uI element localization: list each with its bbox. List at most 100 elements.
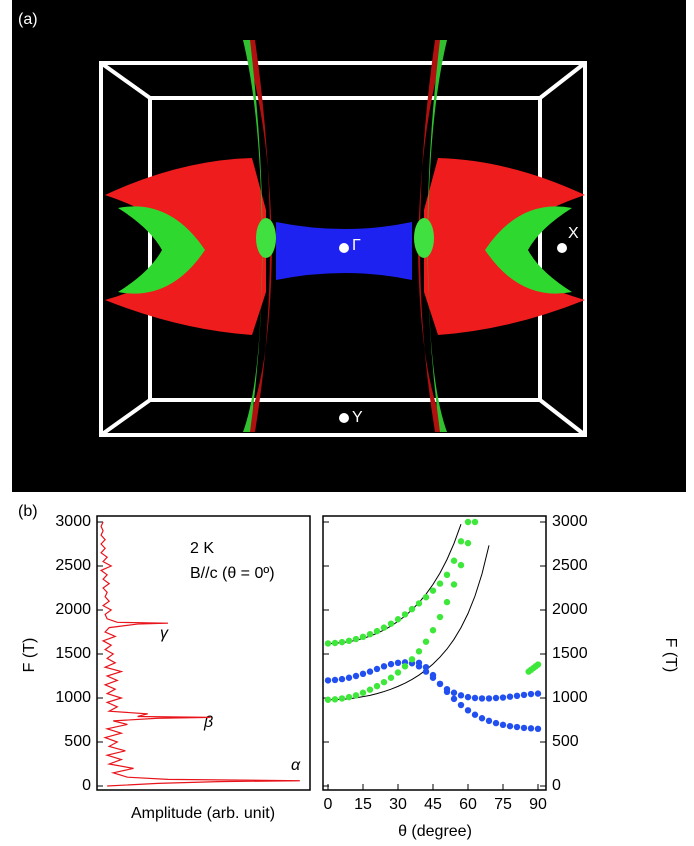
- x-tick-label: 30: [389, 796, 407, 813]
- data-point: [506, 693, 514, 700]
- data-point: [443, 688, 451, 696]
- data-point: [366, 631, 374, 638]
- data-point: [478, 715, 486, 722]
- y-axis-label: F (T): [662, 638, 679, 673]
- data-point: [366, 686, 374, 693]
- data-point: [450, 557, 458, 564]
- data-point: [422, 664, 430, 671]
- x-axis-label: θ (degree): [398, 823, 472, 840]
- data-point: [457, 561, 465, 569]
- y-tick-label: 1000: [55, 689, 91, 706]
- peak-label: α: [291, 757, 301, 774]
- data-point: [436, 680, 444, 688]
- data-point: [443, 571, 451, 578]
- data-point: [464, 707, 472, 714]
- data-point: [492, 719, 500, 727]
- fermi-surface-left: [105, 40, 276, 432]
- gamma-point: [339, 243, 349, 253]
- x-tick-label: 0: [324, 796, 333, 813]
- data-point: [359, 670, 367, 677]
- data-point: [415, 648, 423, 655]
- x-point: [557, 243, 567, 253]
- x-tick-label: 75: [494, 796, 512, 813]
- annotation: B//c (θ = 0º): [190, 565, 275, 582]
- data-point: [324, 640, 332, 647]
- data-point: [408, 656, 416, 663]
- data-point: [373, 627, 381, 635]
- annotation: 2 K: [190, 540, 214, 557]
- data-point: [380, 678, 388, 686]
- data-point: [513, 723, 521, 731]
- data-point: [527, 725, 535, 732]
- y-tick-label: 3000: [552, 513, 588, 530]
- data-point: [534, 661, 542, 668]
- y-tick-label: 1500: [55, 645, 91, 662]
- point-label: Γ: [352, 237, 361, 254]
- data-point: [338, 638, 346, 646]
- data-point: [436, 613, 444, 621]
- data-point: [345, 637, 353, 644]
- data-point: [450, 581, 458, 588]
- data-point: [429, 587, 437, 594]
- data-point: [520, 691, 528, 699]
- data-point: [471, 711, 479, 718]
- data-point: [485, 717, 493, 725]
- data-point: [464, 518, 472, 526]
- data-point: [485, 695, 493, 702]
- data-point: [429, 671, 437, 679]
- data-point: [415, 600, 423, 607]
- data-point: [499, 694, 507, 701]
- data-point: [513, 692, 521, 699]
- x-tick-label: 45: [424, 796, 442, 813]
- x-tick-label: 60: [459, 796, 477, 813]
- data-point: [331, 696, 339, 703]
- data-point: [352, 635, 360, 643]
- data-point: [359, 633, 367, 641]
- x-tick-label: 90: [529, 796, 547, 813]
- data-point: [394, 616, 402, 623]
- data-point: [401, 663, 409, 670]
- y-point: [339, 413, 349, 423]
- x-tick-label: 15: [354, 796, 372, 813]
- y-tick-label: 3000: [55, 513, 91, 530]
- data-point: [443, 598, 451, 606]
- data-point: [464, 539, 472, 547]
- panel-label: (b): [18, 503, 38, 520]
- data-point: [408, 605, 416, 613]
- data-point: [338, 675, 346, 683]
- data-point: [331, 676, 339, 684]
- data-point: [373, 682, 381, 690]
- plot-frame: [96, 515, 311, 791]
- x-axis-label: Amplitude (arb. unit): [131, 805, 275, 822]
- data-point: [387, 660, 395, 668]
- data-point: [471, 518, 479, 526]
- data-point: [457, 538, 465, 545]
- peak-label: β: [203, 714, 213, 731]
- point-label: X: [568, 225, 579, 242]
- y-tick-label: 2000: [55, 601, 91, 618]
- data-point: [338, 695, 346, 702]
- data-point: [457, 692, 465, 699]
- y-tick-label: 2500: [552, 557, 588, 574]
- data-point: [359, 689, 367, 696]
- data-point: [324, 696, 332, 703]
- data-point: [352, 692, 360, 699]
- data-point: [422, 638, 430, 645]
- y-tick-label: 1500: [552, 645, 588, 662]
- data-point: [324, 677, 332, 684]
- data-point: [380, 663, 388, 670]
- y-tick-label: 0: [552, 777, 561, 794]
- data-point: [394, 669, 402, 676]
- data-point: [436, 580, 444, 587]
- panel-label: (a): [18, 11, 38, 28]
- data-point: [394, 659, 402, 666]
- y-axis-label: F (T): [21, 638, 38, 673]
- data-point: [422, 594, 430, 601]
- data-point: [471, 694, 479, 702]
- data-point: [520, 724, 528, 732]
- y-tick-label: 2000: [552, 601, 588, 618]
- data-point: [450, 689, 458, 696]
- data-point: [478, 695, 486, 702]
- fermi-surface-right: [414, 40, 585, 432]
